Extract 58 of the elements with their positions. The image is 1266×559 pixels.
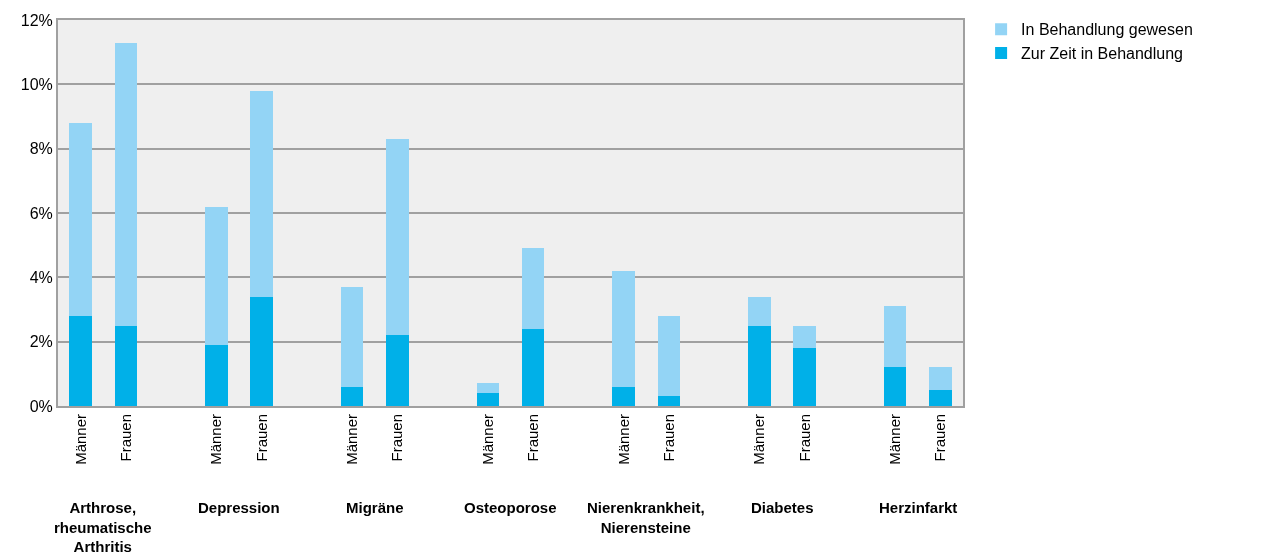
- bar: [612, 270, 635, 387]
- text: Osteoporose: [464, 499, 557, 516]
- bar: [612, 386, 635, 406]
- legend-label: In Behandlung gewesen: [1021, 21, 1193, 39]
- x-tick-label: Frauen: [116, 414, 134, 462]
- bar: [883, 306, 907, 368]
- bar: [748, 325, 771, 406]
- text: Herzinfarkt: [879, 499, 958, 516]
- x-tick-label: Frauen: [524, 414, 542, 462]
- bar: [114, 42, 138, 326]
- bar: [340, 286, 364, 387]
- bar: [929, 389, 952, 406]
- x-tick-label: Frauen: [388, 414, 406, 462]
- y-tick-label: 2%: [29, 333, 53, 351]
- bar: [250, 296, 273, 406]
- text: Diabetes: [751, 499, 814, 516]
- x-tick-label: Männer: [886, 414, 904, 465]
- text: Nierenkrankheit, Nierensteine: [587, 499, 705, 536]
- bar: [883, 367, 907, 406]
- bar: [205, 206, 228, 345]
- bar: [114, 325, 138, 406]
- bar: [69, 315, 92, 406]
- x-tick-label: Frauen: [659, 414, 677, 462]
- bar: [340, 386, 364, 406]
- bar: [476, 393, 500, 406]
- text: Depression: [198, 499, 280, 516]
- x-tick-label: Männer: [207, 414, 225, 465]
- x-tick-label: Männer: [478, 414, 496, 465]
- y-tick-label: 8%: [29, 140, 53, 158]
- y-tick-label: 10%: [20, 75, 53, 93]
- bar: [521, 328, 545, 406]
- bar: [205, 344, 228, 406]
- x-tick-label: Männer: [343, 414, 361, 465]
- bar: [69, 122, 92, 316]
- x-tick-label: Frauen: [795, 414, 813, 462]
- y-tick-label: 0%: [29, 397, 53, 415]
- y-tick-label: 4%: [29, 268, 53, 286]
- bar: [521, 248, 545, 329]
- bar: [386, 139, 409, 336]
- bar: [793, 325, 816, 349]
- text: Migräne: [346, 499, 404, 516]
- bar: [386, 335, 409, 406]
- bar: [476, 383, 500, 394]
- text: Arthrose, rheumatische Arthritis: [54, 499, 152, 555]
- bar: [793, 348, 816, 406]
- bar: [250, 90, 273, 297]
- legend-label: Zur Zeit in Behandlung: [1021, 45, 1183, 63]
- x-tick-label: Männer: [750, 414, 768, 465]
- x-tick-label: Frauen: [931, 414, 949, 462]
- x-tick-label: Männer: [71, 414, 89, 465]
- y-tick-label: 6%: [29, 204, 53, 222]
- x-tick-label: Frauen: [252, 414, 270, 462]
- bar: [657, 396, 681, 406]
- bar: [748, 296, 771, 326]
- y-tick-label: 12%: [20, 11, 53, 29]
- bar: [657, 315, 681, 397]
- x-tick-label: Männer: [614, 414, 632, 465]
- bar: [929, 367, 952, 390]
